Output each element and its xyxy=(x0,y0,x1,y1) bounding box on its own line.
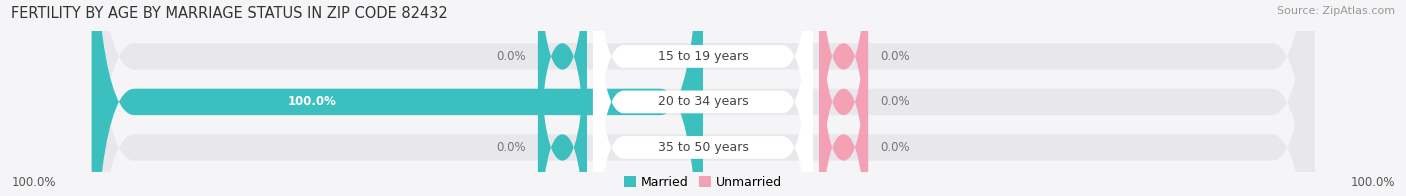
Text: 100.0%: 100.0% xyxy=(287,95,336,108)
Text: 35 to 50 years: 35 to 50 years xyxy=(658,141,748,154)
Text: FERTILITY BY AGE BY MARRIAGE STATUS IN ZIP CODE 82432: FERTILITY BY AGE BY MARRIAGE STATUS IN Z… xyxy=(11,6,449,21)
Text: 0.0%: 0.0% xyxy=(880,141,910,154)
Text: 100.0%: 100.0% xyxy=(1350,176,1395,189)
FancyBboxPatch shape xyxy=(820,0,868,196)
Text: Source: ZipAtlas.com: Source: ZipAtlas.com xyxy=(1277,6,1395,16)
FancyBboxPatch shape xyxy=(538,0,586,196)
Text: 20 to 34 years: 20 to 34 years xyxy=(658,95,748,108)
FancyBboxPatch shape xyxy=(91,0,1315,196)
FancyBboxPatch shape xyxy=(538,0,586,196)
Text: 15 to 19 years: 15 to 19 years xyxy=(658,50,748,63)
FancyBboxPatch shape xyxy=(91,0,1315,196)
Text: 0.0%: 0.0% xyxy=(880,50,910,63)
FancyBboxPatch shape xyxy=(820,0,868,196)
Text: 0.0%: 0.0% xyxy=(880,95,910,108)
FancyBboxPatch shape xyxy=(593,0,813,196)
FancyBboxPatch shape xyxy=(820,0,868,196)
Text: 0.0%: 0.0% xyxy=(496,50,526,63)
FancyBboxPatch shape xyxy=(91,0,703,196)
FancyBboxPatch shape xyxy=(593,0,813,196)
Legend: Married, Unmarried: Married, Unmarried xyxy=(624,176,782,189)
Text: 100.0%: 100.0% xyxy=(11,176,56,189)
FancyBboxPatch shape xyxy=(593,0,813,196)
Text: 0.0%: 0.0% xyxy=(496,141,526,154)
FancyBboxPatch shape xyxy=(91,0,1315,196)
